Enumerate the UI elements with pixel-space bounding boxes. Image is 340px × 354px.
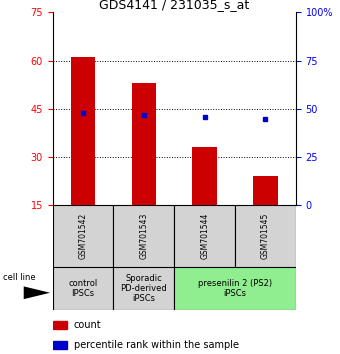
Bar [174,205,235,267]
Bar [132,83,156,205]
Text: GSM701545: GSM701545 [261,213,270,259]
Bar [53,321,67,329]
Title: GDS4141 / 231035_s_at: GDS4141 / 231035_s_at [99,0,249,11]
Bar [114,267,174,310]
Bar [114,205,174,267]
Bar [192,147,217,205]
Bar [53,205,114,267]
Text: GSM701544: GSM701544 [200,213,209,259]
Bar [174,267,296,310]
Text: cell line: cell line [3,273,35,282]
Bar [235,205,296,267]
Text: percentile rank within the sample: percentile rank within the sample [74,340,239,350]
Text: count: count [74,320,102,330]
Text: Sporadic
PD-derived
iPSCs: Sporadic PD-derived iPSCs [120,274,167,303]
Text: presenilin 2 (PS2)
iPSCs: presenilin 2 (PS2) iPSCs [198,279,272,298]
Polygon shape [24,286,50,299]
Bar [253,176,277,205]
Bar [71,57,95,205]
Text: control
IPSCs: control IPSCs [68,279,98,298]
Bar [53,341,67,349]
Text: GSM701543: GSM701543 [139,213,148,259]
Text: GSM701542: GSM701542 [79,213,88,259]
Bar [53,267,114,310]
